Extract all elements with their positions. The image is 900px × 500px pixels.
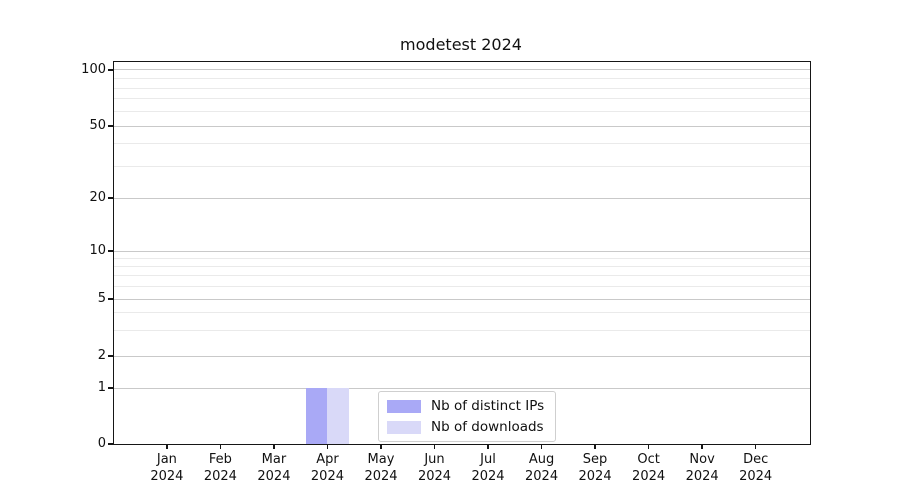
y-gridline-minor-6 xyxy=(114,285,810,287)
x-tick-mark-aug xyxy=(540,444,543,449)
x-tick-label-dec: Dec 2024 xyxy=(739,452,773,484)
y-gridline-minor-40 xyxy=(114,143,810,145)
legend-swatch-nb-of-distinct-ips xyxy=(387,399,421,413)
y-gridline-10 xyxy=(114,250,810,252)
x-tick-mark-sep xyxy=(594,444,596,449)
x-tick-label-may: May 2024 xyxy=(364,452,398,484)
y-gridline-5 xyxy=(114,298,810,300)
y-tick-label-2: 2 xyxy=(97,347,106,363)
y-tick-label-0: 0 xyxy=(97,436,106,451)
y-tick-label-5: 5 xyxy=(97,290,106,306)
x-tick-mark-may xyxy=(380,444,382,449)
y-gridline-minor-7 xyxy=(114,275,810,277)
legend: Nb of distinct IPs Nb of downloads xyxy=(378,391,557,442)
y-tick-mark-10 xyxy=(108,250,113,252)
x-tick-label-oct: Oct 2024 xyxy=(632,452,666,484)
x-tick-mark-oct xyxy=(647,444,650,449)
y-tick-mark-5 xyxy=(108,298,113,300)
x-tick-label-apr: Apr 2024 xyxy=(310,452,344,484)
y-gridline-minor-70 xyxy=(114,98,810,100)
y-tick-mark-0 xyxy=(108,443,113,445)
y-tick-mark-20 xyxy=(108,197,113,199)
plot-area: Nb of distinct IPs Nb of downloads xyxy=(113,61,811,445)
x-tick-label-nov: Nov 2024 xyxy=(685,452,719,484)
y-gridline-2 xyxy=(114,355,810,357)
x-tick-mark-jul xyxy=(487,444,489,449)
y-tick-label-1: 1 xyxy=(97,379,106,395)
x-tick-label-sep: Sep 2024 xyxy=(578,452,612,484)
y-tick-label-20: 20 xyxy=(89,189,106,205)
y-tick-label-100: 100 xyxy=(81,61,106,77)
y-gridline-minor-4 xyxy=(114,312,810,314)
legend-label-nb-of-distinct-ips: Nb of distinct IPs xyxy=(431,398,545,414)
legend-swatch-nb-of-downloads xyxy=(387,420,421,434)
x-tick-mark-nov xyxy=(701,444,703,449)
y-gridline-minor-9 xyxy=(114,257,810,259)
y-gridline-minor-60 xyxy=(114,110,810,112)
y-gridline-minor-8 xyxy=(114,265,810,267)
x-tick-mark-jun xyxy=(433,444,436,449)
x-tick-label-jun: Jun 2024 xyxy=(417,452,452,484)
y-tick-mark-1 xyxy=(108,387,113,389)
y-gridline-minor-80 xyxy=(114,87,810,89)
y-tick-label-50: 50 xyxy=(89,117,106,133)
x-tick-mark-feb xyxy=(219,444,222,449)
bar-nb-of-distinct-ips-apr xyxy=(305,388,328,444)
y-gridline-50 xyxy=(114,125,810,127)
y-tick-mark-50 xyxy=(108,125,113,127)
x-tick-mark-dec xyxy=(754,444,757,449)
chart-title: modetest 2024 xyxy=(400,35,522,54)
y-tick-mark-2 xyxy=(108,355,113,357)
y-gridline-20 xyxy=(114,197,810,199)
x-tick-label-jul: Jul 2024 xyxy=(471,452,505,484)
legend-entry-nb-of-distinct-ips: Nb of distinct IPs xyxy=(387,398,544,414)
y-gridline-minor-3 xyxy=(114,330,810,332)
x-tick-mark-mar xyxy=(273,444,275,449)
bar-nb-of-downloads-apr xyxy=(327,388,350,444)
y-gridline-minor-30 xyxy=(114,165,810,167)
x-tick-label-aug: Aug 2024 xyxy=(525,452,559,484)
y-tick-label-10: 10 xyxy=(89,243,106,258)
y-gridline-1 xyxy=(114,387,810,389)
x-tick-label-feb: Feb 2024 xyxy=(203,452,237,484)
y-tick-mark-100 xyxy=(108,69,113,71)
x-tick-label-jan: Jan 2024 xyxy=(150,452,184,484)
y-gridline-100 xyxy=(114,69,810,71)
legend-entry-nb-of-downloads: Nb of downloads xyxy=(387,419,544,435)
x-tick-label-mar: Mar 2024 xyxy=(257,452,291,484)
legend-label-nb-of-downloads: Nb of downloads xyxy=(431,419,544,435)
x-tick-mark-apr xyxy=(326,444,329,449)
x-tick-mark-jan xyxy=(166,444,168,449)
y-gridline-minor-90 xyxy=(114,78,810,79)
